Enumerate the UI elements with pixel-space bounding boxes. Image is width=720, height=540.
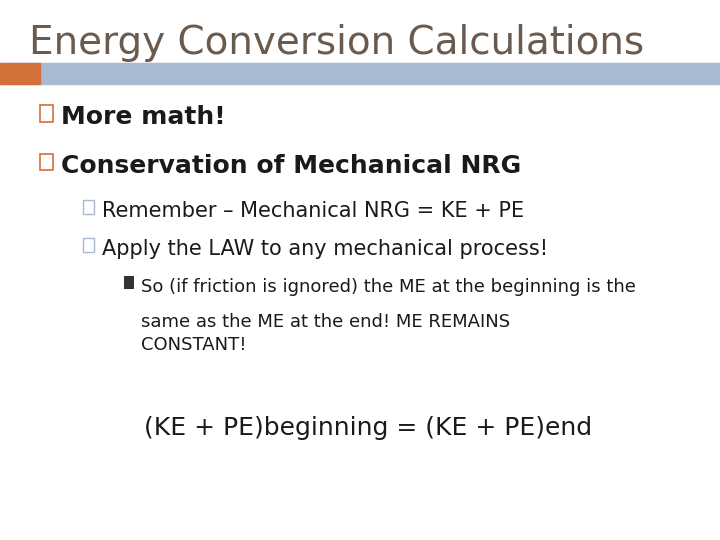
Bar [40,154,53,170]
Text: CONSTANT!: CONSTANT! [141,336,247,354]
Text: Remember – Mechanical NRG = KE + PE: Remember – Mechanical NRG = KE + PE [102,201,524,221]
Bar [83,200,94,214]
Text: same as the ME at the end! ME REMAINS: same as the ME at the end! ME REMAINS [141,313,510,331]
Text: Apply the LAW to any mechanical process!: Apply the LAW to any mechanical process! [102,239,549,259]
Bar [0,63,40,84]
Text: So (if friction is ignored) the ME at the beginning is the: So (if friction is ignored) the ME at th… [141,278,636,295]
Bar [0,63,720,84]
Text: Conservation of Mechanical NRG: Conservation of Mechanical NRG [61,154,521,178]
Bar [40,105,53,122]
Bar [83,238,94,252]
Text: More math!: More math! [61,105,226,129]
Bar [124,276,134,289]
Text: (KE + PE)beginning = (KE + PE)end: (KE + PE)beginning = (KE + PE)end [144,416,592,440]
Text: Energy Conversion Calculations: Energy Conversion Calculations [29,24,644,62]
